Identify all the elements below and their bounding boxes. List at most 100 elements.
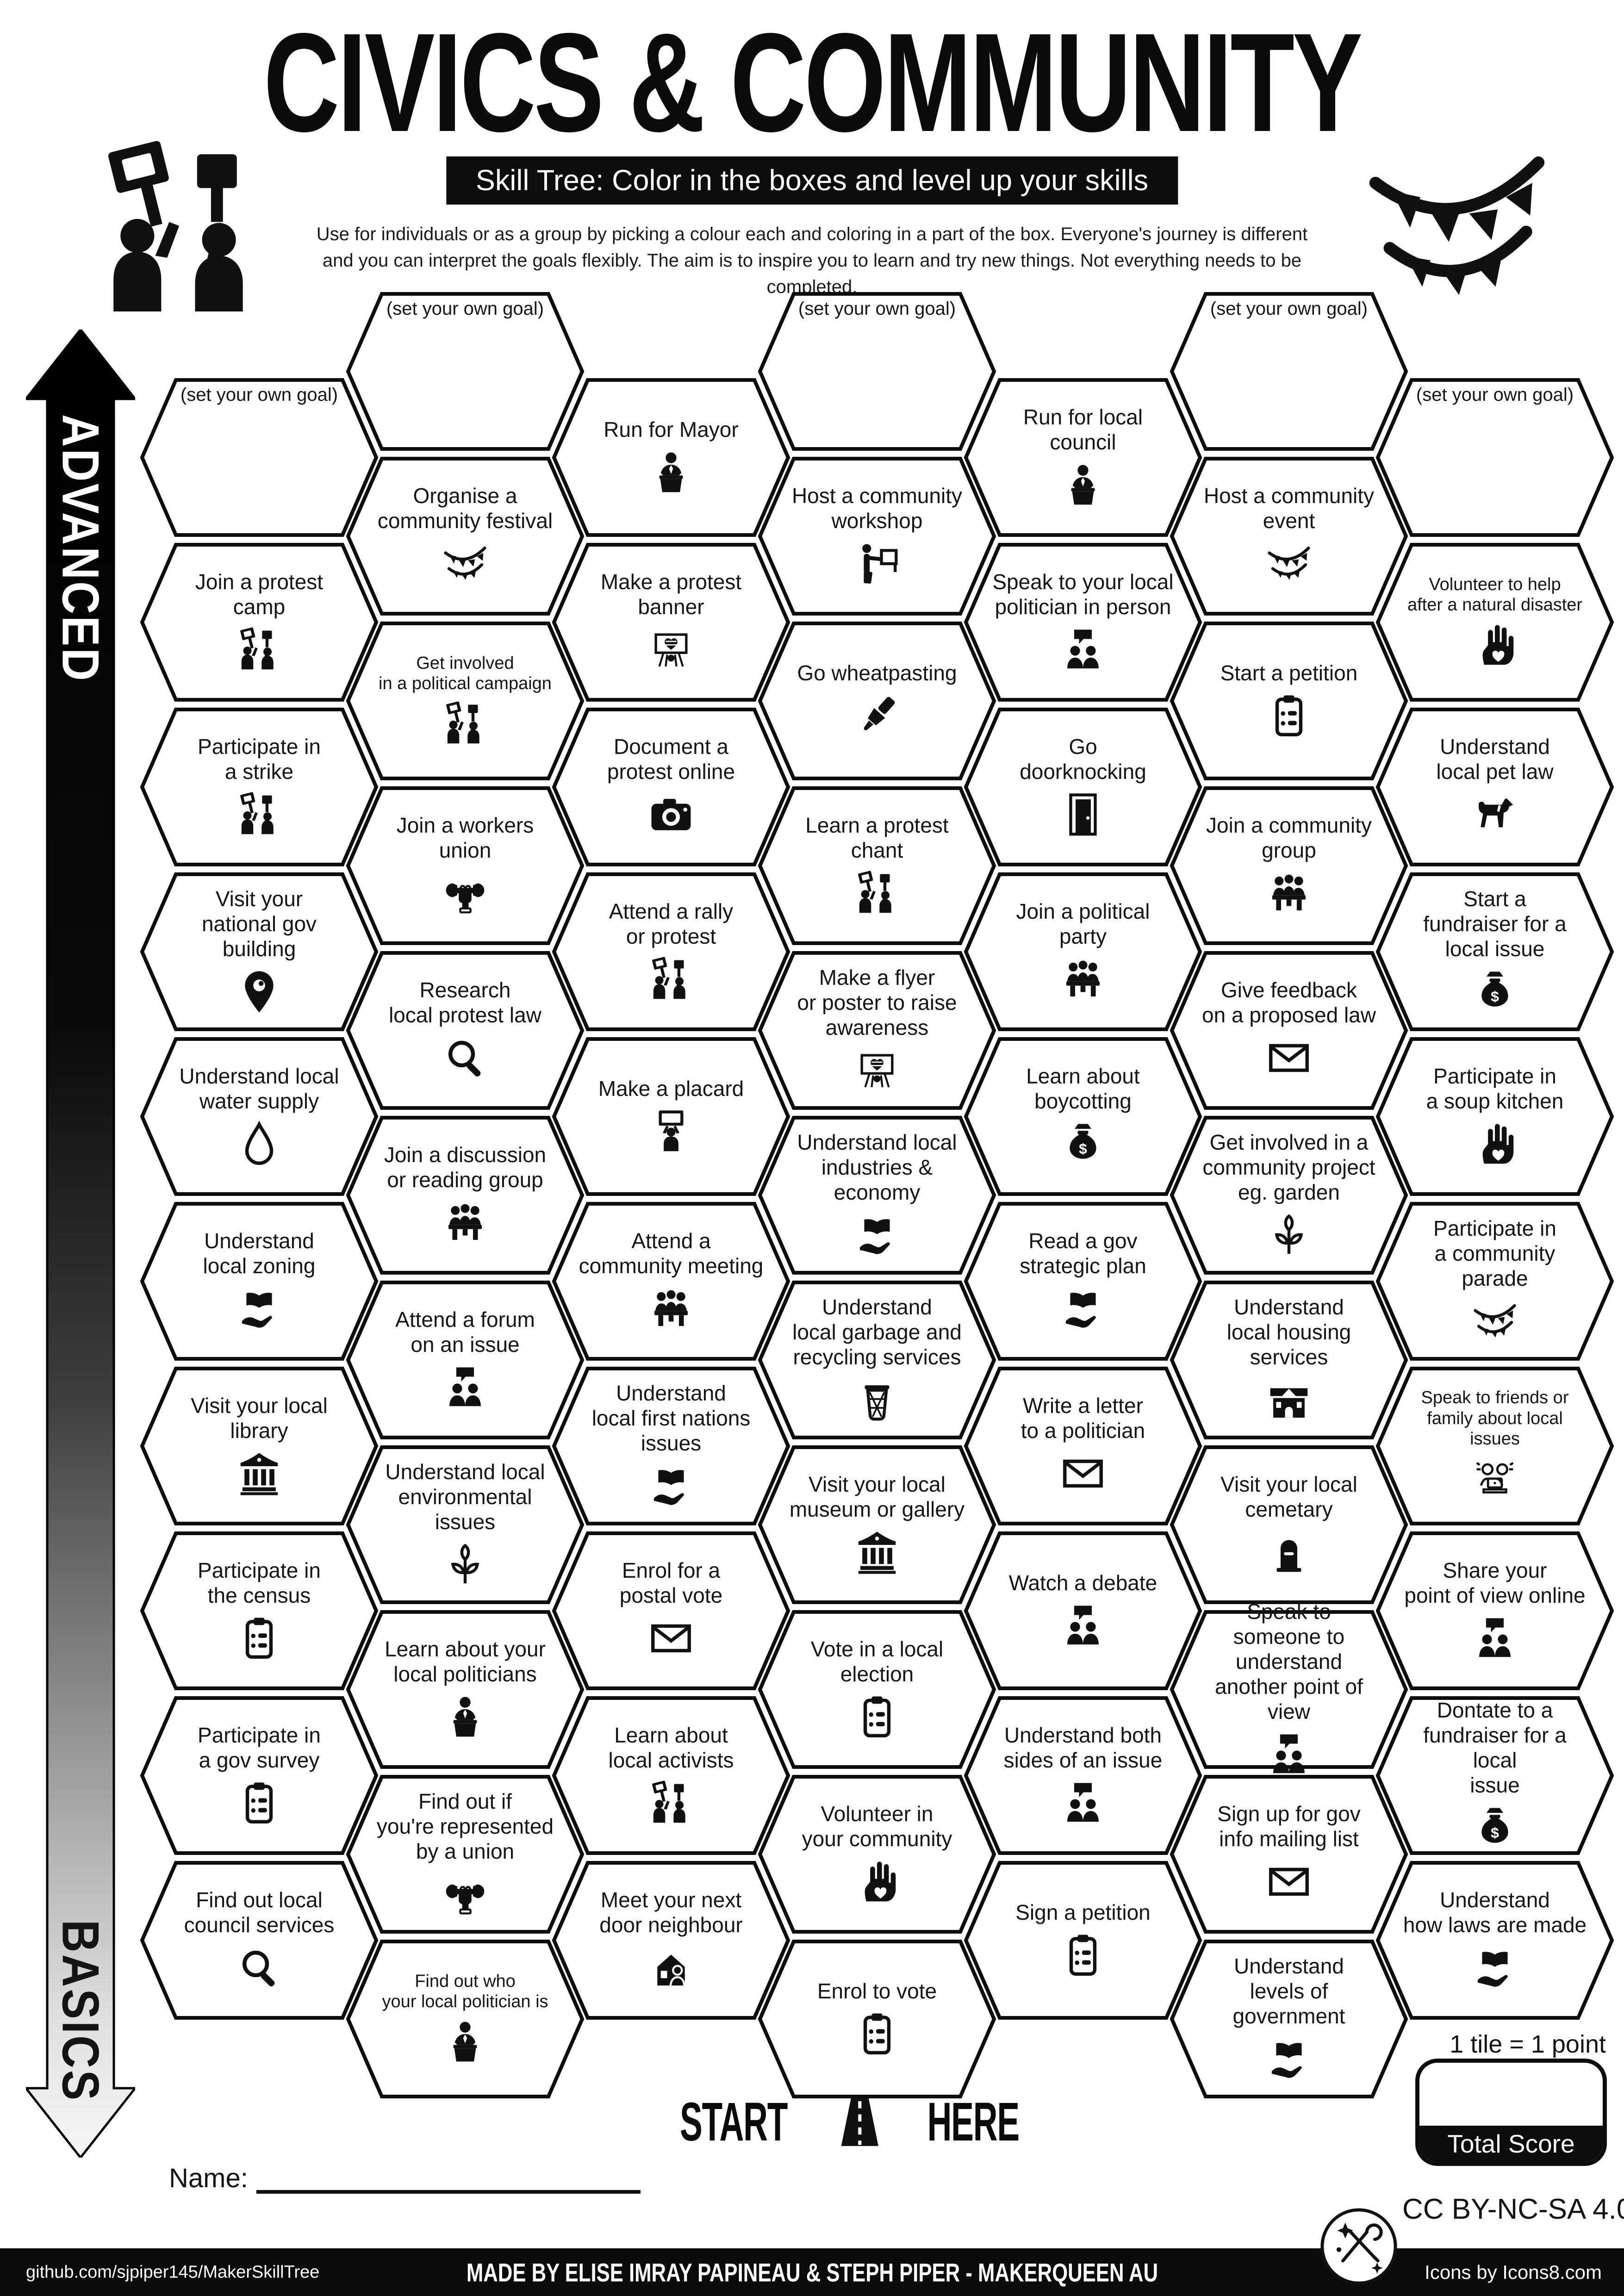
hex-tile[interactable]: Learn about your local politicians [345,1610,585,1769]
hex-tile[interactable]: Start a petition [1169,621,1409,781]
hex-tile[interactable]: (set your own goal) [1169,292,1409,451]
hex-label: Share your point of view online [1404,1558,1586,1607]
hex-tile[interactable]: Understand both sides of an issue [963,1696,1203,1855]
protest-icon [235,625,284,674]
name-input-line[interactable] [256,2162,641,2194]
basics-label: BASICS [51,1919,110,2103]
hex-tile[interactable]: Vote in a local election [757,1610,997,1769]
hex-tile[interactable]: Read a gov strategic plan [963,1201,1203,1361]
hex-label: Get involved in a community project eg. … [1202,1130,1375,1204]
hex-label: Visit your local cemetary [1220,1472,1357,1521]
hex-label: Join a political party [1016,899,1150,948]
hex-tile[interactable]: Document a protest online [551,707,791,867]
hex-tile[interactable]: Understand local housing services [1169,1280,1409,1440]
hex-tile[interactable]: Get involved in a community project eg. … [1169,1115,1409,1275]
hex-tile[interactable]: (set your own goal) [757,292,997,451]
hex-tile[interactable]: Understand levels of government [1169,1939,1409,2099]
money-bag-icon: $ [1470,967,1519,1016]
name-label: Name: [169,2163,248,2193]
hex-tile[interactable]: Go wheatpasting [757,621,997,781]
hex-tile[interactable]: Understand local zoning [139,1201,380,1361]
hex-tile[interactable]: Make a flyer or poster to raise awarenes… [757,951,997,1110]
hex-label: Find out who your local politician is [382,1971,548,2011]
hex-tile[interactable]: Run for local council [963,378,1203,537]
hex-tile[interactable]: Find out who your local politician is [345,1939,585,2099]
hex-tile[interactable]: Attend a rally or protest [551,872,791,1032]
hex-tile[interactable]: Volunteer in your community [757,1774,997,1934]
hex-tile[interactable]: Meet your next door neighbour [551,1860,791,2020]
wrench-fist-icon [441,869,490,918]
hex-label: Go wheatpasting [797,661,957,685]
hex-tile[interactable]: Make a protest banner [551,542,791,702]
hex-tile[interactable]: Enrol for a postal vote [551,1531,791,1691]
hex-tile[interactable]: Understand how laws are made [1375,1860,1615,2020]
hex-tile[interactable]: (set your own goal) [345,292,585,451]
hex-tile[interactable]: Research local protest law [345,951,585,1110]
hex-tile[interactable]: Understand local garbage and recycling s… [757,1280,997,1440]
bunting-icon [1470,1297,1519,1346]
hex-tile[interactable]: Visit your national gov building [139,872,380,1032]
hex-tile[interactable]: Attend a community meeting [551,1201,791,1361]
hex-label: Speak to your local politician in person [992,570,1174,619]
hex-tile[interactable]: Join a protest camp [139,542,380,702]
hex-tile[interactable]: Understand local first nations issues [551,1366,791,1526]
hex-label: Start a petition [1220,661,1358,685]
hex-tile[interactable]: Host a community event [1169,456,1409,616]
hex-tile[interactable]: Attend a forum on an issue [345,1280,585,1440]
hex-tile[interactable]: Start a fundraiser for a local issue $ [1375,872,1615,1032]
hex-tile[interactable]: Host a community workshop [757,456,997,616]
hex-tile[interactable]: Understand local pet law [1375,707,1615,867]
hex-tile[interactable]: Participate in a gov survey [139,1696,380,1855]
hex-tile[interactable]: Join a discussion or reading group [345,1115,585,1275]
hex-tile[interactable]: Enrol to vote [757,1939,997,2099]
hex-tile[interactable]: Join a community group [1169,786,1409,946]
hex-tile[interactable]: Dontate to a fundraiser for a local issu… [1375,1696,1615,1855]
hex-tile[interactable]: Go doorknocking [963,707,1203,867]
hex-label: Join a community group [1206,813,1372,862]
hex-tile[interactable]: Get involved in a political campaign [345,621,585,781]
hex-tile[interactable]: Participate in a community parade [1375,1201,1615,1361]
hex-tile[interactable]: Sign a petition [963,1860,1203,2020]
hex-tile[interactable]: Share your point of view online [1375,1531,1615,1691]
hex-label: Learn about boycotting [1026,1064,1140,1113]
hex-tile[interactable]: (set your own goal) [1375,378,1615,537]
hex-tile[interactable]: Visit your local cemetary [1169,1445,1409,1605]
hex-tile[interactable]: Participate in the census [139,1531,380,1691]
hex-tile[interactable]: Find out local council services [139,1860,380,2020]
hex-tile[interactable]: Learn about boycotting $ [963,1037,1203,1196]
hex-tile[interactable]: Speak to your local politician in person [963,542,1203,702]
hex-tile[interactable]: Make a placard [551,1037,791,1196]
hex-tile[interactable]: (set your own goal) [139,378,380,537]
hex-tile[interactable]: Give feedback on a proposed law [1169,951,1409,1110]
hex-tile[interactable]: Understand local environmental issues [345,1445,585,1605]
hex-tile[interactable]: Understand local water supply [139,1037,380,1196]
hex-tile[interactable]: Understand local industries & economy [757,1115,997,1275]
hex-label: Visit your local library [191,1394,328,1443]
hex-label: Participate in a soup kitchen [1426,1064,1564,1113]
hex-tile[interactable]: Join a political party [963,872,1203,1032]
bank-icon [235,1449,284,1498]
hex-tile[interactable]: Organise a community festival [345,456,585,616]
hex-tile[interactable]: Learn a protest chant [757,786,997,946]
hex-tile[interactable]: Watch a debate [963,1531,1203,1691]
hex-label: Run for Mayor [604,417,739,442]
hex-tile[interactable]: Speak to friends or family about local i… [1375,1366,1615,1526]
hex-label: Attend a rally or protest [609,899,734,948]
hex-tile[interactable]: Sign up for gov info mailing list [1169,1774,1409,1934]
hex-tile[interactable]: Run for Mayor [551,378,791,537]
hex-tile[interactable]: Find out if you're represented by a unio… [345,1774,585,1934]
footer-repo-link[interactable]: github.com/sjpiper145/MakerSkillTree [26,2262,320,2282]
score-value-area[interactable] [1419,2063,1603,2126]
hex-tile[interactable]: Speak to someone to understand another p… [1169,1599,1409,1773]
hex-tile[interactable]: Learn about local activists [551,1696,791,1855]
hex-tile[interactable]: Volunteer to help after a natural disast… [1375,542,1615,702]
hex-tile[interactable]: Participate in a soup kitchen [1375,1037,1615,1196]
hex-tile[interactable]: Visit your local museum or gallery [757,1445,997,1605]
hex-tile[interactable]: Join a workers union [345,786,585,946]
hex-tile[interactable]: Write a letter to a politician [963,1366,1203,1526]
protesters-icon [69,132,301,331]
hex-tile[interactable]: Participate in a strike [139,707,380,867]
hex-tile[interactable]: Visit your local library [139,1366,380,1526]
hex-label: Understand local housing services [1226,1295,1351,1369]
